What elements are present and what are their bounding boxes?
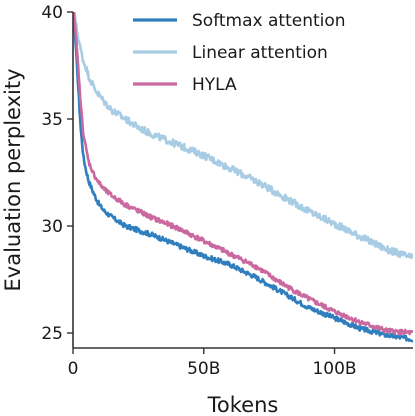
y-tick-label: 30 [41, 217, 63, 237]
legend-label: Softmax attention [192, 11, 346, 31]
x-tick-label: 100B [312, 359, 356, 379]
x-tick-label: 50B [187, 359, 220, 379]
series-line-softmax-attention [73, 12, 413, 343]
x-tick-label: 0 [68, 359, 79, 379]
y-tick-label: 40 [41, 3, 63, 23]
series-line-hyla [73, 12, 413, 336]
y-tick-label: 25 [41, 324, 63, 344]
y-axis-title: Evaluation perplexity [1, 68, 25, 291]
ticks-layer: 0 50B 100B 25 30 35 40 [41, 3, 356, 379]
x-axis-title: Tokens [207, 393, 279, 416]
y-tick-label: 35 [41, 110, 63, 130]
series-layer [73, 12, 413, 343]
axes-layer [72, 12, 413, 349]
legend-label: Linear attention [192, 43, 328, 63]
legend-label: HYLA [192, 75, 237, 95]
series-line-linear-attention [73, 12, 413, 260]
legend: Softmax attention Linear attention HYLA [133, 11, 346, 95]
